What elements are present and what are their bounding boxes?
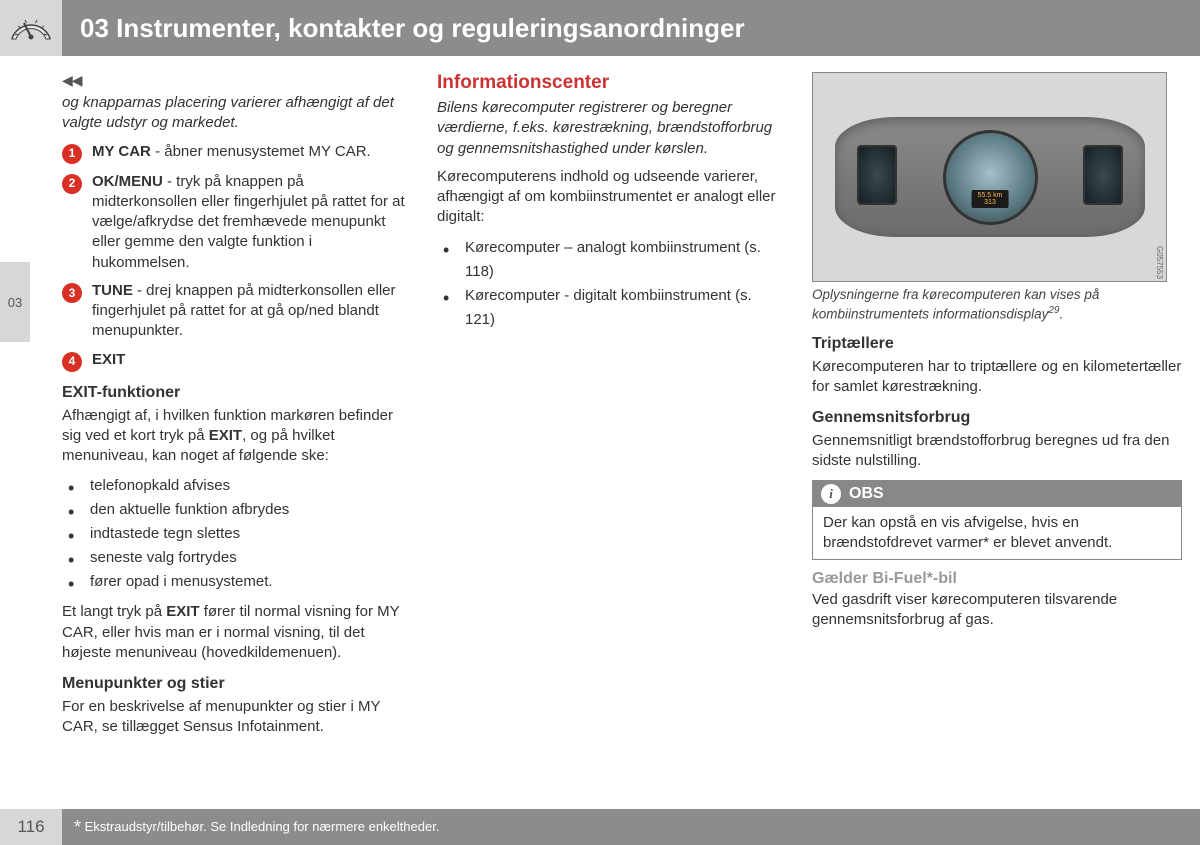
content: ◀◀ og knapparnas placering varierer afhæ… [62,72,1182,746]
section-heading: Informationscenter [437,72,782,94]
list-item: Kørecomputer - digitalt kombiinstrument … [437,284,782,332]
section-bullets: Kørecomputer – analogt kombiinstrument (… [437,236,782,332]
exit-para2: Et langt tryk på EXIT fører til normal v… [62,602,407,663]
list-item: den aktuelle funktion afbrydes [62,498,407,522]
trip-para: Kørecomputeren har to triptællere og en … [812,357,1182,398]
figure-caption: Oplysningerne fra kørecomputeren kan vis… [812,286,1182,323]
list-item: 2 OK/MENU - tryk på knappen på midterkon… [62,172,407,273]
column-2: Informationscenter Bilens kørecomputer r… [437,72,782,746]
speedometer [943,130,1038,225]
info-icon: i [821,484,841,504]
number-badge: 2 [62,174,82,194]
side-tab: 03 [0,262,30,342]
avg-heading: Gennemsnitsforbrug [812,409,1182,427]
avg-para: Gennemsnitligt brændstofforbrug beregnes… [812,431,1182,472]
instrument-cluster [835,117,1145,237]
exit-heading: EXIT-funktioner [62,384,407,402]
instrument-figure: G057553 [812,72,1167,282]
column-3: G057553 Oplysningerne fra kørecomputeren… [812,72,1182,746]
menu-heading: Menupunkter og stier [62,675,407,693]
list-item: 3 TUNE - drej knappen på midterkonsollen… [62,281,407,342]
exit-bullets: telefonopkald afvises den aktuelle funkt… [62,474,407,594]
item-text: OK/MENU - tryk på knappen på midterkonso… [92,172,407,273]
list-item: 1 MY CAR - åbner menusystemet MY CAR. [62,142,407,164]
gauge-icon [0,0,62,56]
temp-gauge [1083,145,1123,205]
continued-icon: ◀◀ [62,72,407,89]
list-item: seneste valg fortrydes [62,546,407,570]
trip-heading: Triptællere [812,335,1182,353]
number-badge: 1 [62,144,82,164]
list-item: Kørecomputer – analogt kombiinstrument (… [437,236,782,284]
bifuel-para: Ved gasdrift viser kørecomputeren tilsva… [812,590,1182,631]
list-item: indtastede tegn slettes [62,522,407,546]
menu-para: For en beskrivelse af menupunkter og sti… [62,697,407,738]
bifuel-heading: Gælder Bi-Fuel*-bil [812,570,1182,588]
page-number: 116 [0,809,62,845]
list-item: 4 EXIT [62,350,407,372]
obs-box: i OBS Der kan opstå en vis afvigelse, hv… [812,480,1182,561]
list-item: telefonopkald afvises [62,474,407,498]
chapter-title: 03 Instrumenter, kontakter og regulering… [80,13,745,44]
item-text: MY CAR - åbner menusystemet MY CAR. [92,142,407,164]
footer-bar: 116 * Ekstraudstyr/tilbehør. Se Indledni… [0,809,1200,845]
exit-para: Afhængigt af, i hvilken funktion markøre… [62,406,407,467]
obs-body: Der kan opstå en vis afvigelse, hvis en … [813,507,1181,560]
list-item: fører opad i menusystemet. [62,570,407,594]
number-badge: 4 [62,352,82,372]
obs-header: i OBS [813,481,1181,507]
fuel-gauge [857,145,897,205]
item-text: EXIT [92,350,407,372]
obs-label: OBS [849,485,884,503]
asterisk-icon: * [74,817,81,837]
intro-text: og knapparnas placering varierer afhængi… [62,93,407,134]
figure-code: G057553 [1155,246,1164,279]
footer-note: * Ekstraudstyr/tilbehør. Se Indledning f… [74,817,439,838]
section-para: Kørecomputerens indhold og udseende vari… [437,167,782,228]
item-text: TUNE - drej knappen på midterkonsollen e… [92,281,407,342]
column-1: ◀◀ og knapparnas placering varierer afhæ… [62,72,407,746]
number-badge: 3 [62,283,82,303]
section-intro: Bilens kørecomputer registrerer og bereg… [437,98,782,159]
header-bar: 03 Instrumenter, kontakter og regulering… [0,0,1200,56]
